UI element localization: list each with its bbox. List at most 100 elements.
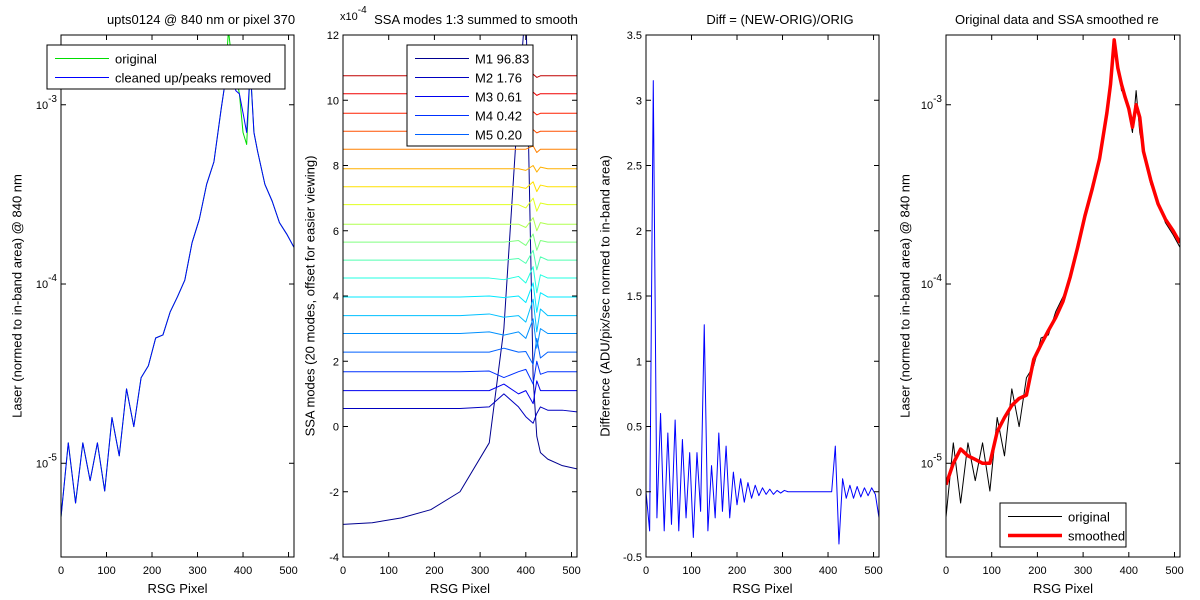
legend-label: M1 96.83 bbox=[475, 52, 529, 67]
legend-label: M4 0.42 bbox=[475, 109, 522, 124]
chart-title: Original data and SSA smoothed re bbox=[955, 12, 1159, 27]
legend-label: original bbox=[115, 52, 157, 67]
chart-title: Diff = (NEW-ORIG)/ORIG bbox=[706, 12, 853, 27]
x-tick-label: 100 bbox=[380, 565, 398, 577]
x-tick-label: 500 bbox=[562, 565, 580, 577]
plot-lines bbox=[61, 35, 294, 518]
y-tick-label: 2 bbox=[636, 226, 642, 238]
x-tick-label: 0 bbox=[943, 565, 949, 577]
y-tick-label: 10-3 bbox=[921, 94, 943, 112]
y-tick-label: 1 bbox=[636, 356, 642, 368]
axes-box bbox=[342, 34, 578, 558]
y-tick-label: 12 bbox=[327, 30, 339, 42]
y-axis-label: Laser (normed to in-band area) @ 840 nm bbox=[898, 174, 913, 418]
series-line bbox=[343, 360, 577, 385]
x-tick-label: 300 bbox=[773, 565, 791, 577]
series-line bbox=[343, 181, 577, 193]
series-line bbox=[343, 380, 577, 405]
legend-label: cleaned up/peaks removed bbox=[115, 71, 271, 86]
series-line bbox=[343, 266, 577, 294]
axes-box bbox=[60, 34, 295, 558]
y-tick-label: 1.5 bbox=[627, 291, 642, 303]
plot-lines bbox=[946, 38, 1180, 518]
y-tick-label: 3.5 bbox=[627, 30, 642, 42]
y-tick-label: 8 bbox=[333, 161, 339, 173]
x-tick-label: 0 bbox=[58, 565, 64, 577]
y-axis-label: Laser (normed to in-band area) @ 840 nm bbox=[10, 174, 25, 418]
series-line bbox=[343, 282, 577, 313]
x-tick-label: 400 bbox=[234, 565, 252, 577]
y-tick-label: -4 bbox=[329, 552, 339, 564]
series-line bbox=[646, 80, 879, 545]
x-tick-label: 100 bbox=[983, 565, 1001, 577]
y-tick-label: 3 bbox=[636, 95, 642, 107]
series-line bbox=[343, 165, 577, 173]
plot-lines bbox=[646, 80, 879, 545]
legend-label: M2 1.76 bbox=[475, 71, 522, 86]
x-tick-label: 200 bbox=[1028, 565, 1046, 577]
y-tick-label: -2 bbox=[329, 487, 339, 499]
x-tick-label: 100 bbox=[682, 565, 700, 577]
y-tick-label: 4 bbox=[333, 291, 339, 303]
x-tick-label: 300 bbox=[1074, 565, 1092, 577]
x-axis-label: RSG Pixel bbox=[1033, 581, 1093, 596]
x-tick-label: 500 bbox=[864, 565, 882, 577]
y-tick-label: -0.5 bbox=[623, 552, 642, 564]
y-axis-label: SSA modes (20 modes, offset for easier v… bbox=[303, 156, 318, 437]
axes-box bbox=[645, 34, 880, 558]
legend-label: M5 0.20 bbox=[475, 128, 522, 143]
series-line bbox=[343, 298, 577, 333]
y-tick-label: 10 bbox=[327, 95, 339, 107]
y-tick-label: 0 bbox=[333, 422, 339, 434]
y-tick-label: 6 bbox=[333, 226, 339, 238]
y-tick-label: 10-5 bbox=[921, 452, 943, 470]
chart-title: SSA modes 1:3 summed to smooth bbox=[374, 12, 578, 27]
y-multiplier: x10-4 bbox=[340, 5, 367, 23]
x-tick-label: 200 bbox=[143, 565, 161, 577]
legend-label: smoothed bbox=[1068, 529, 1125, 544]
y-tick-label: 2.5 bbox=[627, 161, 642, 173]
x-tick-label: 0 bbox=[340, 565, 346, 577]
y-axis-label: Difference (ADU/pix/sec normed to in-ban… bbox=[598, 155, 613, 437]
chart-title: upts0124 @ 840 nm or pixel 370 bbox=[107, 12, 295, 27]
series-line bbox=[343, 249, 577, 271]
axes-box bbox=[945, 34, 1181, 558]
x-axis-label: RSG Pixel bbox=[148, 581, 208, 596]
legend-box bbox=[406, 44, 534, 147]
series-line bbox=[343, 145, 577, 153]
x-axis-label: RSG Pixel bbox=[733, 581, 793, 596]
series-line bbox=[343, 217, 577, 232]
x-tick-label: 500 bbox=[279, 565, 297, 577]
legend-box bbox=[999, 502, 1127, 548]
x-tick-label: 400 bbox=[1120, 565, 1138, 577]
y-tick-label: 10-5 bbox=[36, 452, 58, 470]
x-tick-label: 400 bbox=[517, 565, 535, 577]
x-tick-label: 300 bbox=[471, 565, 489, 577]
y-tick-label: 10-4 bbox=[921, 273, 943, 291]
series-line bbox=[343, 318, 577, 349]
x-tick-label: 100 bbox=[97, 565, 115, 577]
plot-area bbox=[646, 35, 879, 557]
x-axis-label: RSG Pixel bbox=[430, 581, 490, 596]
legend-label: M3 0.61 bbox=[475, 90, 522, 105]
series-line bbox=[343, 337, 577, 366]
x-tick-label: 200 bbox=[728, 565, 746, 577]
x-tick-label: 400 bbox=[819, 565, 837, 577]
series-line bbox=[343, 233, 577, 251]
legend-label: original bbox=[1068, 510, 1110, 525]
x-tick-label: 300 bbox=[188, 565, 206, 577]
x-tick-label: 500 bbox=[1165, 565, 1183, 577]
y-tick-label: 0.5 bbox=[627, 422, 642, 434]
x-tick-label: 0 bbox=[643, 565, 649, 577]
series-line bbox=[343, 197, 577, 212]
x-tick-label: 200 bbox=[425, 565, 443, 577]
series-line bbox=[343, 393, 577, 424]
plot-lines bbox=[343, 35, 577, 525]
series-line bbox=[946, 38, 1180, 486]
y-tick-label: 2 bbox=[333, 356, 339, 368]
y-tick-label: 0 bbox=[636, 487, 642, 499]
y-tick-label: 10-3 bbox=[36, 94, 58, 112]
y-tick-label: 10-4 bbox=[36, 273, 58, 291]
